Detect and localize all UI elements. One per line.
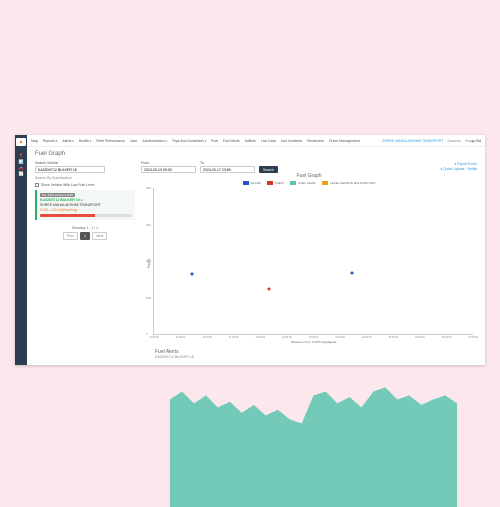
nav-item[interactable]: Alerts [62, 139, 73, 143]
nav-item[interactable]: AdBlue [245, 139, 256, 143]
search-vehicle-label: Search Vehicle [35, 161, 135, 165]
nav-item[interactable]: Live Incidents [281, 139, 302, 143]
vehicle-transport: SHREE MAHALAKSHMI TRANSPORT [40, 203, 101, 207]
nav-item[interactable]: Reports [43, 139, 58, 143]
sidebar-icon[interactable]: 🚗 [18, 164, 24, 170]
nav-item[interactable]: Live Data [261, 139, 276, 143]
from-label: From [141, 161, 196, 165]
x-axis-label: Distance in Km 1.6076 Ngodigode [291, 340, 337, 344]
nav-item[interactable]: Fuel Alerts [223, 139, 240, 143]
logo: ⬢ [16, 138, 26, 146]
sidebar-icon[interactable]: 📍 [18, 152, 24, 158]
nav-item[interactable]: Reminders [307, 139, 324, 143]
page-title: Fuel Graph [27, 147, 485, 161]
company-name: SHREE-MAHALAKSHMI TRANSPORT [382, 139, 443, 143]
top-nav: Map Reports Alerts Health Fleet Performance U… [27, 135, 485, 147]
sidebar: ⬢ 📍📊🚗📈 [15, 135, 27, 365]
upload-refills-link[interactable]: Quick Upload - Refills [440, 167, 477, 171]
nav-item[interactable]: User [130, 139, 137, 143]
logout-link[interactable]: ↗ Log Out [465, 139, 481, 143]
status-text: Success [447, 139, 460, 143]
nav-item[interactable]: Administration [142, 139, 167, 143]
nav-item[interactable]: Health [79, 139, 91, 143]
search-vehicle-input[interactable] [35, 166, 105, 173]
nav-item[interactable]: Trips And Schedules [172, 139, 206, 143]
pagination-showing: Showing 1 - 1 / 1 [35, 226, 135, 230]
sidebar-icon[interactable]: 📈 [18, 170, 24, 176]
fuel-chart: Fuel L Distance in Km 1.6076 Ngodigode 0… [153, 188, 473, 335]
low-fuel-checkbox[interactable] [35, 183, 39, 187]
from-input[interactable] [141, 166, 196, 173]
to-label: To [200, 161, 255, 165]
to-input[interactable] [200, 166, 255, 173]
next-button[interactable]: Next [92, 232, 107, 240]
nav-item[interactable]: Driver Management [329, 139, 360, 143]
sidebar-icon[interactable]: 📊 [18, 158, 24, 164]
export-excel-link[interactable]: Export Excel [454, 162, 477, 166]
search-spec-link[interactable]: Search By Specification [35, 175, 135, 181]
prev-button[interactable]: Prev [63, 232, 78, 240]
nav-item[interactable]: Map [31, 139, 38, 143]
search-button[interactable]: Search [259, 166, 278, 173]
nav-item[interactable]: Fuel [211, 139, 218, 143]
nav-item[interactable]: Fleet Performance [96, 139, 125, 143]
vehicle-tag: Tot: 400 Ltr(Spec) FMS [40, 193, 75, 197]
chart-legend: FILLEDTHEFTFUEL LEVELLEVEL SENSOR MALFUN… [141, 181, 477, 185]
vehicle-card[interactable]: Tot: 400 Ltr(Spec) FMS KA32D9712 BULKER … [35, 190, 135, 220]
chart-title: Fuel Graph [141, 173, 477, 179]
page-1-button[interactable]: 1 [80, 232, 90, 240]
vehicle-fuel: FUEL: 134 Ltr(Running) [40, 208, 77, 212]
low-fuel-label: Show Vehicle With Low Fuel Level [41, 183, 95, 187]
fuel-bar [40, 214, 132, 217]
vehicle-name: KA32D9712 BULKER 16 [40, 198, 83, 202]
